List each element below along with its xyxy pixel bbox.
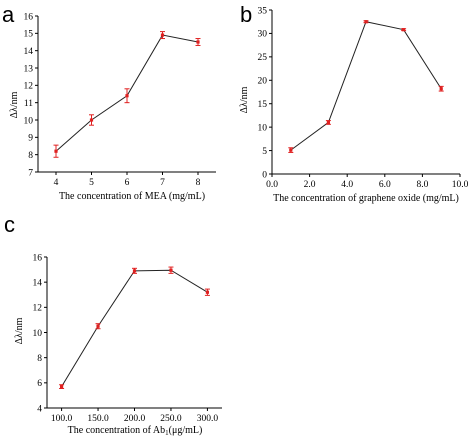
chart-a-point — [160, 33, 165, 37]
chart-c-ytick-label: 4 — [37, 404, 42, 414]
chart-a-ytick-label: 7 — [28, 168, 33, 178]
chart-a-ytick-label: 15 — [24, 30, 34, 40]
chart-a-ytick-label: 16 — [24, 12, 34, 22]
chart-a-xtick-label: 4 — [54, 178, 59, 188]
chart-a-xtick-label: 8 — [196, 178, 201, 188]
chart-a-ytick-label: 8 — [28, 151, 33, 161]
panel-c-letter: c — [4, 212, 15, 237]
chart-c-xlabel: The concentration of Ab1(μg/mL) — [68, 425, 203, 437]
chart-a: The concentration of MEA (mg/mL) Δλ/nm 7… — [9, 12, 216, 202]
chart-a-ytick-label: 14 — [24, 47, 34, 57]
chart-a-xlabel: The concentration of MEA (mg/mL) — [59, 191, 205, 202]
chart-b-xtick-label: 8.0 — [416, 180, 428, 190]
chart-b-ytick-label: 25 — [258, 53, 268, 63]
chart-b-xtick-label: 6.0 — [379, 180, 391, 190]
chart-b-point — [364, 20, 368, 24]
chart-b-ytick-label: 30 — [258, 30, 268, 40]
chart-c-ylabel: Δλ/nm — [14, 317, 25, 344]
chart-a-ytick-label: 10 — [24, 116, 34, 126]
chart-c-xtick-label: 100.0 — [51, 414, 73, 424]
chart-c-point — [132, 269, 137, 273]
chart-a-xtick-label: 5 — [89, 178, 94, 188]
chart-c-ytick-label: 6 — [37, 379, 42, 389]
chart-c-xlabel-main: The concentration of Ab — [68, 425, 165, 436]
chart-a-ytick-label: 9 — [28, 134, 33, 144]
chart-b-ylabel: Δλ/nm — [239, 86, 250, 113]
chart-c-ytick-label: 8 — [37, 354, 42, 364]
chart-c-xlabel-unit: (μg/mL) — [169, 425, 203, 436]
chart-b-point — [439, 87, 443, 91]
chart-a-point — [54, 149, 58, 153]
chart-c-point — [205, 290, 210, 294]
chart-c: The concentration of Ab1(μg/mL) Δλ/nm 4 6… — [14, 253, 222, 437]
chart-b-xtick-label: 2.0 — [304, 180, 316, 190]
chart-c-ytick-label: 10 — [33, 329, 43, 339]
chart-c-point — [96, 324, 100, 328]
chart-b-ytick-label: 0 — [262, 170, 267, 180]
chart-a-point — [196, 40, 200, 44]
chart-b-ytick-label: 15 — [258, 100, 268, 110]
panel-b-letter: b — [240, 2, 252, 27]
chart-a-point — [125, 94, 129, 98]
chart-b: The concentration of graphene oxide (mg/… — [239, 6, 469, 204]
chart-c-ytick-label: 12 — [33, 304, 43, 314]
chart-b-xtick-label: 0.0 — [266, 180, 278, 190]
chart-a-ytick-label: 11 — [24, 99, 33, 109]
chart-c-xtick-label: 150.0 — [87, 414, 109, 424]
chart-c-ytick-label: 14 — [33, 278, 43, 288]
panel-b: b The concentration of graphene oxide (m… — [239, 2, 469, 204]
chart-b-ytick-label: 10 — [258, 123, 268, 133]
chart-c-series-line — [61, 269, 208, 387]
chart-b-xtick-label: 4.0 — [341, 180, 353, 190]
chart-b-point — [289, 148, 293, 152]
chart-c-point — [169, 268, 173, 272]
chart-b-point — [402, 28, 406, 32]
chart-c-point — [59, 385, 64, 389]
panel-a: a The concentration of MEA (mg/mL) Δλ/nm… — [2, 2, 216, 202]
chart-b-point — [326, 120, 330, 125]
chart-c-xtick-label: 250.0 — [160, 414, 182, 424]
chart-a-xtick-label: 7 — [160, 178, 165, 188]
chart-b-ytick-label: 35 — [258, 6, 268, 16]
chart-b-ytick-label: 5 — [262, 147, 267, 157]
chart-a-xtick-label: 6 — [125, 178, 130, 188]
panel-c: c The concentration of Ab1(μg/mL) Δλ/nm … — [4, 212, 222, 437]
chart-a-ytick-label: 12 — [24, 82, 34, 92]
panel-a-letter: a — [2, 2, 15, 27]
chart-a-ytick-label: 13 — [24, 64, 34, 74]
chart-c-xtick-label: 200.0 — [124, 414, 146, 424]
chart-b-xtick-label: 10.0 — [452, 180, 469, 190]
chart-b-xlabel: The concentration of graphene oxide (mg/… — [273, 193, 459, 204]
chart-b-series-line — [290, 21, 442, 151]
chart-c-ytick-label: 16 — [33, 253, 43, 263]
chart-c-xtick-label: 300.0 — [197, 414, 219, 424]
chart-b-ytick-label: 20 — [258, 77, 268, 87]
chart-a-ylabel: Δλ/nm — [9, 91, 20, 118]
chart-c-xlabel-sub: 1 — [165, 429, 169, 437]
chart-a-point — [89, 118, 94, 122]
